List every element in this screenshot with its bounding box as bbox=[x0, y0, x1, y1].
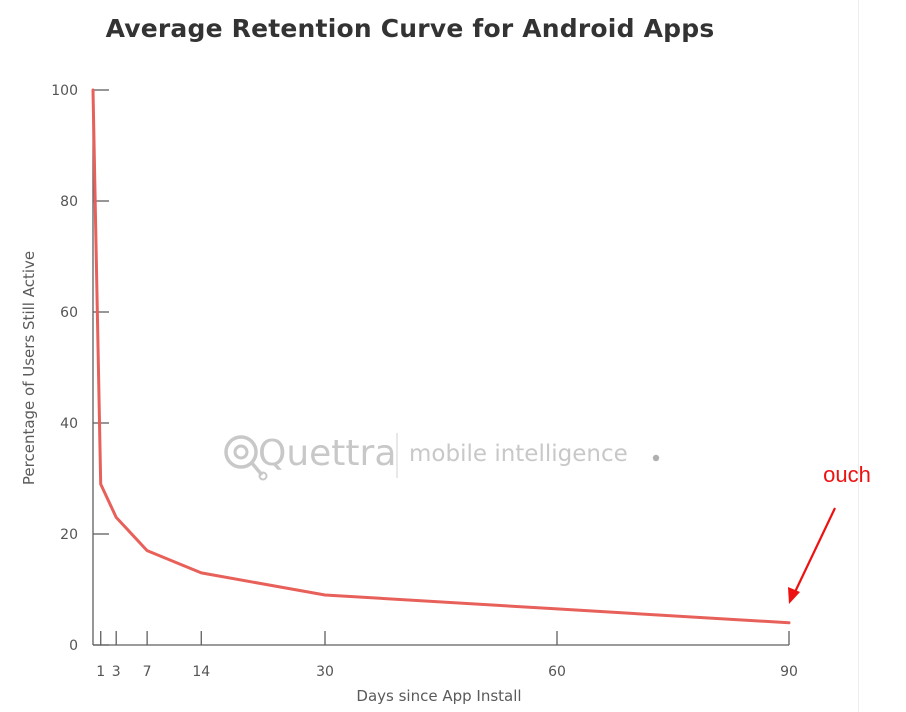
y-tick-label: 20 bbox=[60, 527, 78, 543]
y-axis-title: Percentage of Users Still Active bbox=[20, 251, 38, 485]
y-tick-label: 80 bbox=[60, 194, 78, 210]
annotation-arrowhead bbox=[788, 587, 800, 604]
x-tick-label: 14 bbox=[192, 664, 210, 680]
x-tick-label: 90 bbox=[780, 664, 798, 680]
retention-line bbox=[91, 88, 791, 625]
x-tick-label: 30 bbox=[316, 664, 334, 680]
watermark-tagline: mobile intelligence bbox=[409, 441, 628, 467]
x-tick-label: 1 bbox=[96, 664, 105, 680]
axes: 0 20 40 60 80 100 1 3 7 14 30 60 90 Days since App In… bbox=[20, 83, 798, 705]
x-tick-label: 60 bbox=[548, 664, 566, 680]
annotation-arrow-line bbox=[794, 507, 836, 593]
y-tick-label: 40 bbox=[60, 416, 78, 432]
annotation: ouch bbox=[788, 462, 871, 604]
watermark-dot bbox=[652, 454, 660, 462]
y-tick-label: 0 bbox=[69, 638, 78, 654]
watermark: Quettra mobile intelligence bbox=[224, 433, 660, 481]
x-tick-label: 7 bbox=[143, 664, 152, 680]
watermark-brand: Quettra bbox=[258, 433, 396, 474]
page-right-edge bbox=[858, 0, 859, 712]
annotation-label: ouch bbox=[823, 462, 871, 487]
y-tick-label: 60 bbox=[60, 305, 78, 321]
y-tick-label: 100 bbox=[51, 83, 78, 99]
series-layer bbox=[91, 88, 791, 625]
x-axis-title: Days since App Install bbox=[356, 687, 521, 705]
x-tick-label: 3 bbox=[112, 664, 121, 680]
quettra-logo-icon bbox=[224, 435, 268, 481]
chart-title: Average Retention Curve for Android Apps bbox=[105, 14, 715, 43]
